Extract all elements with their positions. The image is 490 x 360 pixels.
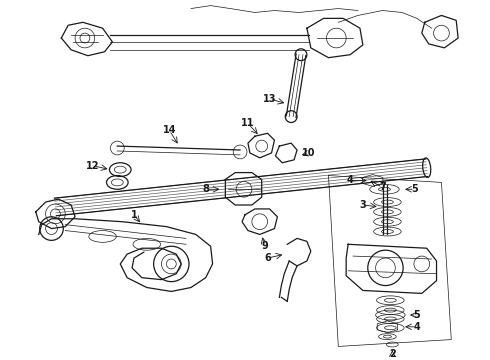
Text: 5: 5	[414, 310, 420, 320]
Text: 3: 3	[360, 200, 366, 210]
Text: 6: 6	[264, 253, 271, 263]
Text: 1: 1	[131, 210, 137, 220]
Text: 14: 14	[163, 125, 176, 135]
Text: 11: 11	[241, 118, 255, 129]
Text: 7: 7	[379, 182, 386, 192]
Text: 4: 4	[347, 175, 353, 185]
Text: 12: 12	[86, 161, 99, 171]
Text: 13: 13	[263, 94, 276, 104]
Text: 9: 9	[261, 241, 268, 251]
Text: 2: 2	[389, 349, 396, 359]
Text: 8: 8	[202, 184, 209, 194]
Text: 10: 10	[302, 148, 316, 158]
Text: 5: 5	[412, 184, 418, 194]
Text: 4: 4	[414, 322, 420, 332]
